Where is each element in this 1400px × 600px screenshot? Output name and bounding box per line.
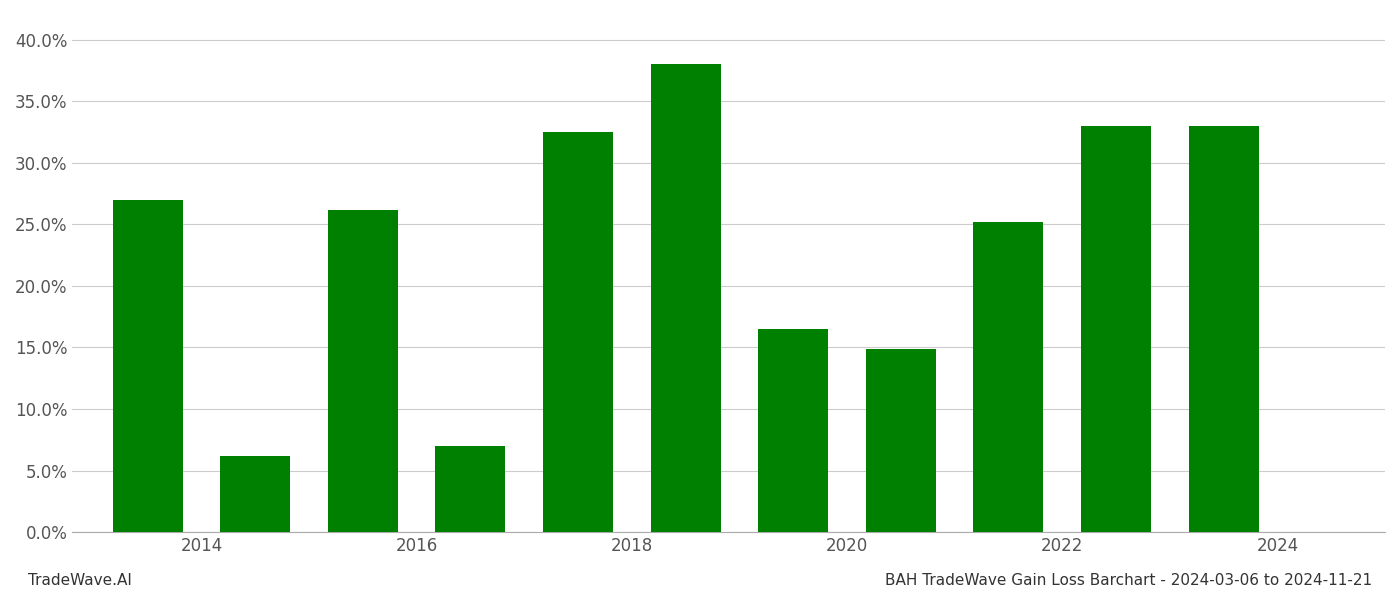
Text: TradeWave.AI: TradeWave.AI bbox=[28, 573, 132, 588]
Bar bbox=[543, 132, 613, 532]
Bar bbox=[759, 329, 829, 532]
Bar bbox=[973, 222, 1043, 532]
Bar bbox=[865, 349, 935, 532]
Text: BAH TradeWave Gain Loss Barchart - 2024-03-06 to 2024-11-21: BAH TradeWave Gain Loss Barchart - 2024-… bbox=[885, 573, 1372, 588]
Bar bbox=[328, 209, 398, 532]
Bar bbox=[651, 64, 721, 532]
Bar bbox=[113, 200, 182, 532]
Bar bbox=[435, 446, 505, 532]
Bar bbox=[1189, 126, 1259, 532]
Bar bbox=[1081, 126, 1151, 532]
Bar bbox=[220, 456, 290, 532]
